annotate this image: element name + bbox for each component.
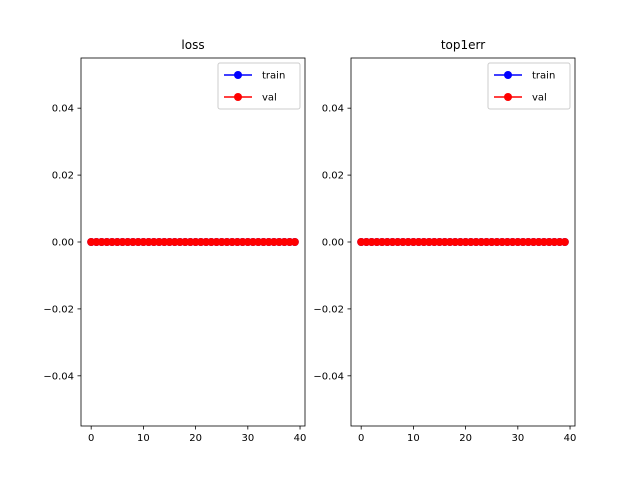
x-tick-label: 0 (358, 433, 364, 444)
legend: train val (217, 62, 301, 110)
legend-label-val: val (262, 93, 277, 104)
data-point-val (560, 238, 569, 246)
plot-area-top1err: 0 10 20 30 40 −0.04 −0.02 0.00 0.02 0.04 train val (313, 57, 577, 444)
x-tick-label: 10 (407, 433, 420, 444)
y-tick-label: −0.02 (313, 304, 344, 315)
x-tick-label: 40 (564, 433, 577, 444)
plot-area-loss: 0 10 20 30 40 −0.04 −0.02 0.00 0.02 0.04 train val (43, 57, 307, 444)
y-tick-label: 0.00 (322, 238, 344, 249)
data-point-val (290, 238, 299, 246)
subplot-title: loss (181, 38, 204, 52)
legend-marker-train (504, 71, 512, 79)
y-tick-label: −0.02 (43, 304, 74, 315)
y-tick-label: 0.04 (322, 104, 344, 115)
x-tick-label: 20 (459, 433, 472, 444)
subplot-top1err: top1err 0 10 20 30 40 −0.04 −0.02 0.00 0.02 0.04 t… (313, 38, 576, 444)
x-tick-label: 0 (88, 433, 94, 444)
y-tick-label: −0.04 (313, 371, 344, 382)
y-tick-label: −0.04 (43, 371, 74, 382)
x-tick-label: 30 (511, 433, 524, 444)
y-tick-label: 0.04 (52, 104, 74, 115)
y-tick-label: 0.00 (52, 238, 74, 249)
x-tick-label: 40 (294, 433, 307, 444)
x-tick-label: 30 (241, 433, 254, 444)
legend: train val (487, 62, 571, 110)
legend-box (487, 62, 571, 110)
legend-marker-val (234, 93, 242, 101)
legend-label-train: train (532, 71, 555, 82)
subplot-title: top1err (441, 38, 485, 52)
legend-label-val: val (532, 93, 547, 104)
x-tick-label: 20 (189, 433, 202, 444)
subplot-loss: loss 0 10 20 30 40 −0.04 −0.02 0.00 0.02 0.04 trai… (43, 38, 306, 444)
y-tick-label: 0.02 (52, 171, 74, 182)
legend-marker-train (234, 71, 242, 79)
legend-label-train: train (262, 71, 285, 82)
legend-box (217, 62, 301, 110)
x-tick-label: 10 (137, 433, 150, 444)
legend-marker-val (504, 93, 512, 101)
y-tick-label: 0.02 (322, 171, 344, 182)
